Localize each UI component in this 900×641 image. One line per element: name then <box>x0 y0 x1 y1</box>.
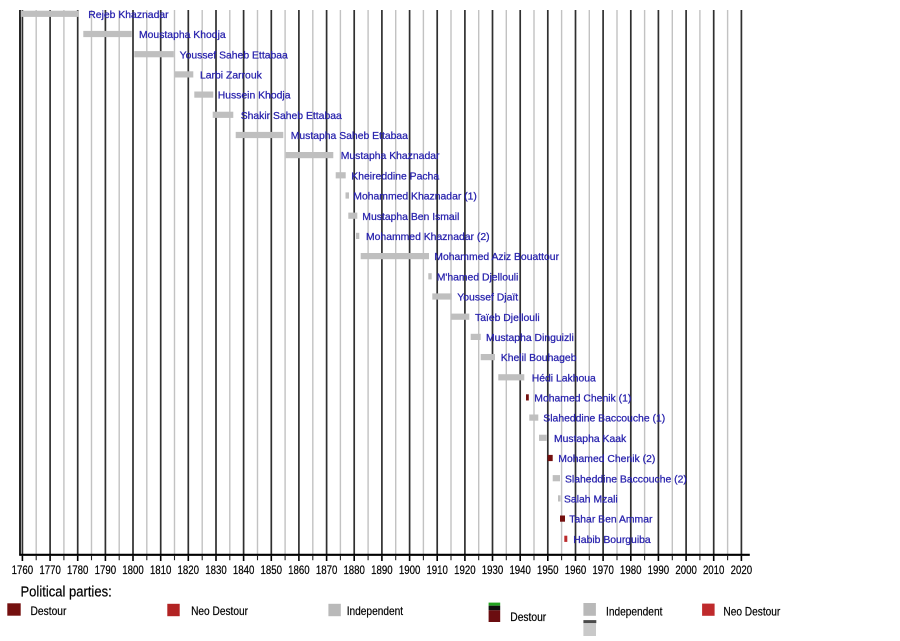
svg-text:Mohammed Khaznadar (2): Mohammed Khaznadar (2) <box>366 232 490 243</box>
svg-text:1860: 1860 <box>288 565 310 577</box>
svg-text:Slaheddine Baccouche (1): Slaheddine Baccouche (1) <box>543 414 665 425</box>
svg-text:Larbi Zarrouk: Larbi Zarrouk <box>200 71 263 82</box>
svg-text:1950: 1950 <box>537 565 559 577</box>
svg-text:Political parties:: Political parties: <box>21 584 112 601</box>
svg-text:Mohamed Chenik (2): Mohamed Chenik (2) <box>558 454 655 465</box>
svg-text:Neo Destour: Neo Destour <box>723 605 780 619</box>
svg-text:Rejeb Khaznadar: Rejeb Khaznadar <box>88 10 169 21</box>
svg-text:1760: 1760 <box>12 565 34 577</box>
svg-text:Salah Mzali: Salah Mzali <box>564 495 618 506</box>
svg-text:1800: 1800 <box>122 565 144 577</box>
svg-text:Slaheddine Baccouche (2): Slaheddine Baccouche (2) <box>565 474 687 485</box>
svg-text:Youssef Saheb Ettabaa: Youssef Saheb Ettabaa <box>180 50 288 61</box>
svg-text:1940: 1940 <box>509 565 531 577</box>
svg-text:Neo Destour: Neo Destour <box>191 604 248 618</box>
svg-text:1930: 1930 <box>482 565 504 577</box>
svg-text:Tahar Ben Ammar: Tahar Ben Ammar <box>569 515 653 526</box>
svg-text:Independent: Independent <box>606 605 663 619</box>
svg-text:Moustapha Khodja: Moustapha Khodja <box>139 30 226 41</box>
svg-text:Khelil Bouhageb: Khelil Bouhageb <box>501 353 577 364</box>
svg-text:Habib Bourguiba: Habib Bourguiba <box>573 535 651 546</box>
svg-text:1890: 1890 <box>371 565 393 577</box>
svg-text:1920: 1920 <box>454 565 476 577</box>
svg-text:Mohammed Aziz Bouattour: Mohammed Aziz Bouattour <box>434 252 559 263</box>
svg-text:1820: 1820 <box>178 565 200 577</box>
svg-text:2010: 2010 <box>703 565 725 577</box>
svg-text:1970: 1970 <box>592 565 614 577</box>
svg-text:Mustapha Dinguizli: Mustapha Dinguizli <box>486 333 574 344</box>
svg-text:1850: 1850 <box>261 565 283 577</box>
svg-text:1830: 1830 <box>205 565 227 577</box>
svg-text:Mustapha Saheb Ettabaa: Mustapha Saheb Ettabaa <box>291 131 408 142</box>
svg-text:Shakir Saheb Ettabaa: Shakir Saheb Ettabaa <box>241 111 342 122</box>
svg-text:1780: 1780 <box>67 565 89 577</box>
svg-text:Taïeb Djellouli: Taïeb Djellouli <box>475 313 540 324</box>
svg-text:1870: 1870 <box>316 565 338 577</box>
svg-text:Kheireddine Pacha: Kheireddine Pacha <box>351 171 439 182</box>
svg-text:Hédi Lakhoua: Hédi Lakhoua <box>532 373 596 384</box>
svg-text:2000: 2000 <box>675 565 697 577</box>
svg-text:Mustapha Kaak: Mustapha Kaak <box>554 434 627 445</box>
svg-text:Destour: Destour <box>31 604 67 618</box>
svg-text:Mohammed Khaznadar (1): Mohammed Khaznadar (1) <box>353 192 477 203</box>
svg-text:Mustapha Khaznadar: Mustapha Khaznadar <box>341 151 440 162</box>
svg-text:1810: 1810 <box>150 565 172 577</box>
svg-text:1790: 1790 <box>95 565 117 577</box>
svg-text:1910: 1910 <box>426 565 448 577</box>
svg-text:Hussein Khodja: Hussein Khodja <box>218 91 291 102</box>
svg-text:1900: 1900 <box>399 565 421 577</box>
svg-text:1770: 1770 <box>39 565 61 577</box>
svg-text:1990: 1990 <box>648 565 670 577</box>
svg-text:1880: 1880 <box>343 565 365 577</box>
svg-text:Independent: Independent <box>347 604 404 618</box>
svg-text:1840: 1840 <box>233 565 255 577</box>
svg-text:Destour: Destour <box>510 610 546 624</box>
svg-text:M'hamed Djellouli: M'hamed Djellouli <box>437 272 519 283</box>
svg-text:1980: 1980 <box>620 565 642 577</box>
svg-text:1960: 1960 <box>565 565 587 577</box>
svg-text:Mohamed Chenik (1): Mohamed Chenik (1) <box>534 394 631 405</box>
svg-text:2020: 2020 <box>731 565 753 577</box>
svg-text:Youssef Djaït: Youssef Djaït <box>457 293 518 304</box>
svg-text:Mustapha Ben Ismail: Mustapha Ben Ismail <box>362 212 459 223</box>
